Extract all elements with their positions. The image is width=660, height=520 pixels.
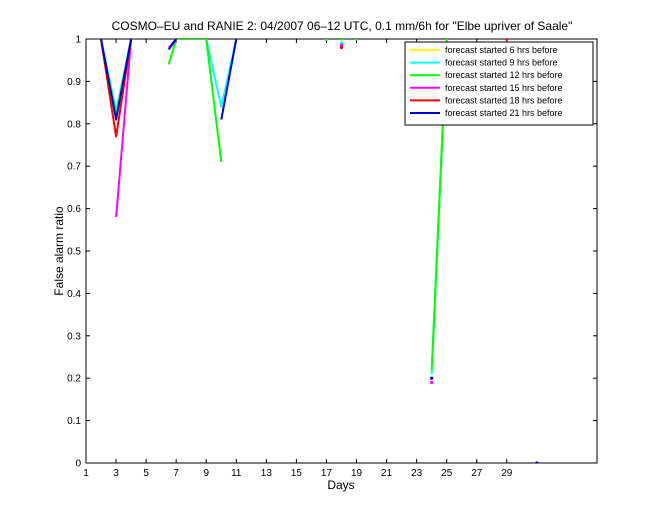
x-tick-label: 1 bbox=[83, 468, 89, 479]
y-tick-label: 0.8 bbox=[67, 119, 81, 130]
series-5 bbox=[100, 39, 509, 138]
series-6-line bbox=[220, 39, 238, 120]
legend-label: forecast started 21 hrs before bbox=[445, 108, 563, 118]
legend-box bbox=[404, 41, 594, 126]
y-tick-label: 0 bbox=[75, 459, 81, 470]
series-4-point bbox=[430, 380, 434, 385]
chart-title: COSMO–EU and RANIE 2: 04/2007 06–12 UTC,… bbox=[112, 19, 573, 33]
y-axis: 0 0.1 0.2 0.3 0.4 0.5 0.6 0.7 0.8 0.9 1 bbox=[67, 35, 597, 470]
y-tick-label: 1 bbox=[75, 35, 81, 46]
x-tick-label: 9 bbox=[203, 468, 209, 479]
x-tick-label: 5 bbox=[143, 468, 149, 479]
y-tick-label: 0.7 bbox=[67, 162, 81, 173]
series-6-line bbox=[100, 39, 133, 121]
x-tick-label: 17 bbox=[321, 468, 333, 479]
series-5-point bbox=[505, 39, 509, 41]
y-tick-label: 0.3 bbox=[67, 331, 81, 342]
legend: forecast started 6 hrs before forecast st… bbox=[404, 41, 594, 126]
x-tick-label: 21 bbox=[381, 468, 393, 479]
y-tick-label: 0.4 bbox=[67, 289, 81, 300]
x-tick-label: 11 bbox=[231, 468, 242, 479]
x-tick-label: 3 bbox=[113, 468, 119, 479]
series-6-point bbox=[535, 461, 539, 463]
legend-label: forecast started 15 hrs before bbox=[445, 83, 563, 93]
series-6-point bbox=[430, 376, 434, 380]
legend-label: forecast started 6 hrs before bbox=[445, 45, 558, 55]
y-tick-label: 0.6 bbox=[67, 204, 81, 215]
legend-label: forecast started 18 hrs before bbox=[445, 95, 563, 105]
series-3-point bbox=[324, 39, 329, 41]
series-6-line bbox=[167, 39, 178, 51]
x-tick-label: 15 bbox=[291, 468, 303, 479]
y-tick-label: 0.2 bbox=[67, 374, 81, 385]
y-axis-title: False alarm ratio bbox=[52, 206, 66, 296]
x-tick-label: 27 bbox=[471, 468, 483, 479]
series-5-point bbox=[339, 45, 344, 50]
x-tick-label: 29 bbox=[501, 468, 513, 479]
x-tick-label: 7 bbox=[173, 468, 179, 479]
y-tick-label: 0.5 bbox=[67, 247, 81, 258]
series-6 bbox=[100, 39, 539, 463]
x-tick-label: 25 bbox=[441, 468, 453, 479]
x-tick-label: 19 bbox=[351, 468, 363, 479]
y-tick-label: 0.1 bbox=[67, 416, 81, 427]
series-5-line bbox=[100, 39, 133, 138]
series-3-line bbox=[167, 39, 223, 163]
series-3-point bbox=[354, 39, 359, 41]
y-tick-label: 0.9 bbox=[67, 77, 81, 88]
series-4-line bbox=[115, 39, 133, 218]
legend-label: forecast started 12 hrs before bbox=[445, 70, 563, 80]
legend-label: forecast started 9 hrs before bbox=[445, 58, 558, 68]
series-3-point bbox=[339, 39, 344, 41]
x-tick-label: 23 bbox=[411, 468, 423, 479]
x-axis: 1 3 5 7 9 11 13 15 17 19 21 23 25 27 29 bbox=[83, 39, 513, 479]
x-tick-label: 13 bbox=[261, 468, 273, 479]
x-axis-title: Days bbox=[327, 478, 354, 492]
